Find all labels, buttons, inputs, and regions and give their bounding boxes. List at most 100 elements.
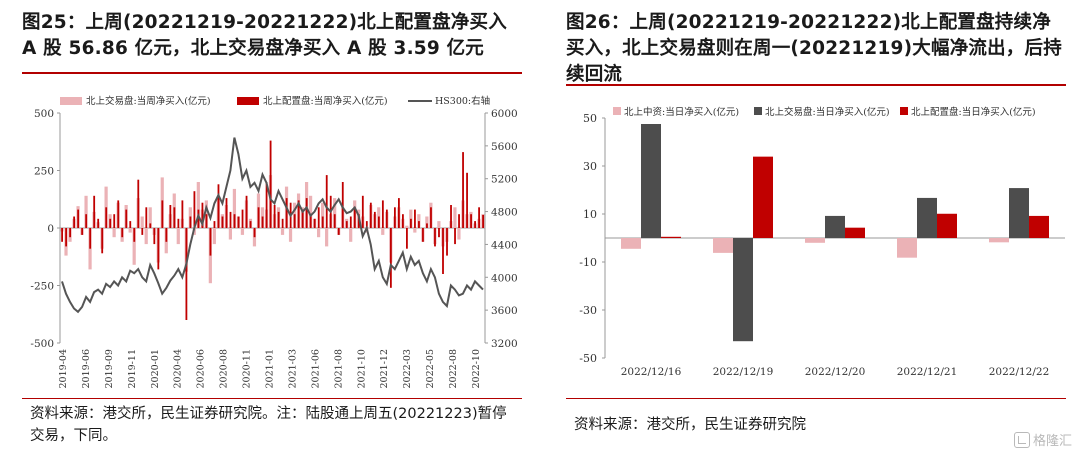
bar-trading bbox=[84, 195, 88, 228]
y2-tick-label: 4000 bbox=[491, 272, 518, 284]
bar-trading bbox=[212, 228, 216, 245]
y-tick-label: -50 bbox=[579, 352, 597, 365]
bar-allocation bbox=[93, 195, 96, 228]
x-tick-label: 2021-10 bbox=[356, 349, 367, 388]
bar-allocation bbox=[313, 218, 316, 228]
bar-allocation bbox=[145, 207, 148, 228]
bar-2 bbox=[661, 236, 681, 238]
x-tick-label: 2019-09 bbox=[104, 349, 115, 388]
x-tick-label: 2020-04 bbox=[173, 349, 184, 388]
bar-allocation bbox=[65, 228, 68, 247]
legend-swatch-1 bbox=[754, 107, 762, 115]
bar-allocation bbox=[462, 152, 464, 228]
bar-allocation bbox=[197, 209, 200, 228]
y-tick-label: 500 bbox=[34, 108, 54, 120]
bar-allocation bbox=[450, 205, 452, 228]
bar-allocation bbox=[446, 228, 448, 256]
bar-allocation bbox=[397, 198, 400, 228]
y-tick-label: -30 bbox=[579, 304, 597, 317]
x-tick-label: 2022/12/19 bbox=[713, 366, 774, 378]
bar-allocation bbox=[213, 221, 216, 228]
bar-allocation bbox=[454, 228, 456, 245]
bar-trading bbox=[308, 195, 313, 228]
bar-allocation bbox=[381, 200, 384, 228]
bar-allocation bbox=[305, 198, 308, 228]
figure-25-panel: 图25：上周(20221219-20221222)北上配置盘净买入 A 股 56… bbox=[22, 12, 522, 444]
x-tick-label: 2022/12/22 bbox=[989, 366, 1050, 378]
bar-allocation bbox=[221, 216, 224, 228]
bar-allocation bbox=[129, 221, 132, 228]
x-tick-label: 2020-11 bbox=[242, 349, 253, 388]
bar-trading bbox=[405, 225, 409, 228]
bar-allocation bbox=[225, 198, 228, 228]
x-tick-label: 2019-04 bbox=[58, 349, 69, 388]
bar-allocation bbox=[301, 209, 304, 228]
bar-trading bbox=[240, 228, 245, 235]
bar-allocation bbox=[241, 209, 244, 228]
legend-label-2: 北上配置盘:当日净买入(亿元) bbox=[911, 106, 1036, 118]
bar-allocation bbox=[185, 228, 188, 320]
bar-2 bbox=[845, 227, 865, 238]
gelonghui-logo-icon bbox=[1013, 432, 1030, 448]
y-tick-label: -250 bbox=[30, 281, 54, 293]
bar-allocation bbox=[105, 207, 108, 228]
x-tick-label: 2021-03 bbox=[287, 349, 298, 388]
bar-1 bbox=[1009, 188, 1029, 238]
bar-trading bbox=[321, 202, 325, 228]
y2-tick-label: 4800 bbox=[491, 207, 518, 219]
bar-allocation bbox=[201, 202, 204, 228]
bar-allocation bbox=[157, 228, 160, 270]
bar-allocation bbox=[97, 218, 100, 228]
bar-allocation bbox=[165, 228, 168, 242]
y2-tick-label: 3200 bbox=[491, 338, 518, 350]
figure-26-source: 资料来源：港交所，民生证券研究院 bbox=[574, 417, 806, 433]
bar-2 bbox=[937, 213, 957, 238]
legend-label-hs300: HS300:右轴 bbox=[435, 95, 490, 107]
figure-25-title-rule bbox=[22, 72, 522, 74]
bar-allocation bbox=[109, 218, 112, 228]
bar-allocation bbox=[89, 228, 92, 249]
bar-trading bbox=[140, 216, 144, 228]
bar-allocation bbox=[189, 216, 192, 228]
bar-allocation bbox=[137, 179, 140, 228]
bar-allocation bbox=[410, 218, 412, 228]
x-tick-label: 2021-06 bbox=[310, 349, 321, 388]
bar-trading bbox=[132, 228, 136, 265]
bar-allocation bbox=[229, 211, 232, 228]
bar-allocation bbox=[245, 195, 248, 228]
bar-0 bbox=[621, 238, 641, 249]
bar-allocation bbox=[285, 198, 288, 228]
bar-2 bbox=[1029, 215, 1049, 238]
bar-allocation bbox=[337, 228, 340, 235]
figure-25-source: 资料来源：港交所，民生证券研究院。注：陆股通上周五(20221223)暂停交易，… bbox=[30, 406, 507, 444]
bar-trading bbox=[148, 207, 152, 228]
y2-tick-label: 6000 bbox=[491, 108, 518, 120]
bar-allocation bbox=[117, 200, 120, 228]
bar-allocation bbox=[406, 228, 408, 249]
y2-tick-label: 4400 bbox=[491, 239, 518, 251]
bar-allocation bbox=[442, 228, 444, 274]
bar-allocation bbox=[373, 211, 376, 228]
y2-tick-label: 3600 bbox=[491, 305, 518, 317]
bar-0 bbox=[805, 238, 825, 243]
x-tick-label: 2022-10 bbox=[471, 349, 482, 388]
bar-allocation bbox=[349, 216, 352, 228]
legend-label-trading: 北上交易盘:当周净买入(亿元) bbox=[86, 95, 211, 107]
bar-trading bbox=[413, 228, 417, 233]
bar-allocation bbox=[249, 221, 252, 228]
bar-allocation bbox=[414, 209, 416, 228]
bar-allocation bbox=[333, 214, 336, 228]
x-tick-label: 2020-01 bbox=[150, 349, 161, 388]
bar-allocation bbox=[438, 228, 440, 238]
bar-allocation bbox=[273, 205, 276, 228]
bar-allocation bbox=[482, 214, 484, 228]
figure-25-bottom-rule bbox=[22, 398, 522, 399]
bar-allocation bbox=[113, 214, 116, 228]
bar-allocation bbox=[281, 218, 284, 228]
x-tick-label: 2022-03 bbox=[402, 349, 413, 388]
y2-tick-label: 5600 bbox=[491, 141, 518, 153]
bar-allocation bbox=[458, 214, 460, 228]
bar-allocation bbox=[309, 214, 312, 228]
bar-allocation bbox=[77, 209, 80, 228]
bar-trading bbox=[425, 216, 429, 228]
